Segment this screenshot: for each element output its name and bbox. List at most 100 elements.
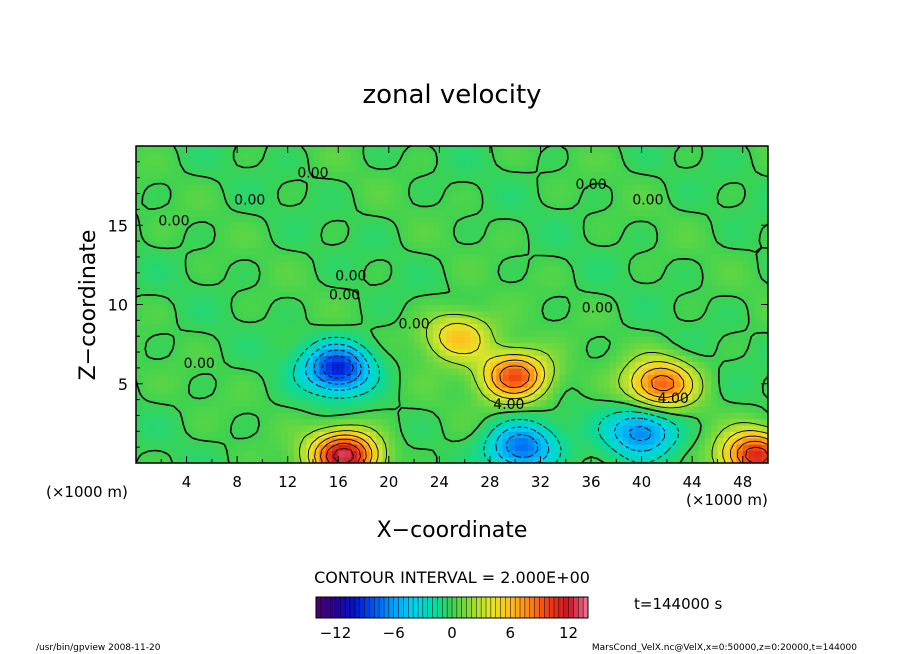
- heatmap-cell: [287, 310, 295, 318]
- heatmap-cell: [521, 304, 529, 312]
- heatmap-cell: [319, 355, 327, 363]
- heatmap-cell: [401, 234, 409, 242]
- heatmap-cell: [692, 171, 700, 179]
- heatmap-cell: [388, 367, 396, 375]
- heatmap-cell: [666, 456, 674, 463]
- heatmap-cell: [685, 158, 693, 166]
- heatmap-cell: [559, 177, 567, 185]
- heatmap-cell: [262, 405, 270, 413]
- heatmap-cell: [660, 203, 668, 210]
- heatmap-cell: [407, 253, 415, 261]
- heatmap-cell: [199, 203, 207, 210]
- heatmap-cell: [275, 209, 282, 217]
- heatmap-cell: [211, 266, 219, 274]
- heatmap-cell: [338, 203, 346, 210]
- heatmap-cell: [730, 361, 737, 369]
- heatmap-cell: [565, 272, 573, 280]
- heatmap-cell: [369, 443, 377, 451]
- heatmap-cell: [445, 152, 453, 160]
- heatmap-cell: [237, 177, 245, 185]
- heatmap-cell: [205, 171, 213, 179]
- heatmap-cell: [369, 310, 377, 318]
- heatmap-cell: [249, 418, 257, 426]
- heatmap-cell: [496, 355, 504, 363]
- heatmap-cell: [420, 437, 428, 445]
- heatmap-cell: [300, 342, 308, 350]
- heatmap-cell: [262, 285, 270, 293]
- heatmap-cell: [559, 437, 567, 445]
- heatmap-cell: [641, 146, 649, 153]
- heatmap-cell: [559, 329, 567, 337]
- heatmap-cell: [369, 190, 377, 198]
- heatmap-cell: [470, 380, 478, 388]
- heatmap-cell: [414, 399, 421, 407]
- heatmap-cell: [704, 336, 712, 344]
- heatmap-cell: [508, 336, 516, 344]
- heatmap-cell: [376, 291, 384, 299]
- heatmap-cell: [660, 424, 668, 432]
- heatmap-cell: [704, 310, 712, 318]
- heatmap-cell: [300, 209, 308, 217]
- heatmap-cell: [211, 374, 219, 382]
- heatmap-cell: [736, 253, 744, 261]
- heatmap-cell: [268, 196, 276, 204]
- heatmap-cell: [376, 418, 384, 426]
- heatmap-cell: [388, 437, 396, 445]
- heatmap-cell: [306, 323, 314, 331]
- heatmap-cell: [167, 437, 175, 445]
- heatmap-cell: [142, 329, 150, 337]
- heatmap-cell: [489, 424, 497, 432]
- heatmap-cell: [294, 386, 301, 394]
- heatmap-cell: [420, 158, 428, 166]
- heatmap-cell: [388, 380, 396, 388]
- heatmap-cell: [382, 323, 390, 331]
- heatmap-cell: [401, 247, 409, 255]
- heatmap-cell: [635, 424, 643, 432]
- heatmap-cell: [578, 285, 586, 293]
- heatmap-cell: [300, 260, 308, 268]
- heatmap-cell: [173, 355, 181, 363]
- heatmap-cell: [749, 412, 756, 420]
- heatmap-cell: [363, 310, 371, 318]
- heatmap-cell: [237, 443, 245, 451]
- heatmap-cell: [647, 234, 655, 242]
- heatmap-cell: [692, 304, 700, 312]
- heatmap-cell: [704, 424, 712, 432]
- heatmap-cell: [287, 253, 295, 261]
- heatmap-cell: [736, 152, 744, 160]
- heatmap-cell: [357, 241, 365, 249]
- heatmap-cell: [622, 304, 630, 312]
- heatmap-cell: [584, 146, 592, 153]
- heatmap-cell: [464, 443, 472, 451]
- heatmap-cell: [357, 165, 365, 172]
- heatmap-cell: [192, 146, 200, 153]
- heatmap-cell: [635, 348, 643, 356]
- heatmap-cell: [199, 152, 207, 160]
- heatmap-cell: [445, 450, 453, 458]
- heatmap-cell: [268, 209, 276, 217]
- heatmap-cell: [136, 177, 143, 185]
- heatmap-cell: [717, 184, 725, 191]
- heatmap-cell: [553, 323, 561, 331]
- heatmap-cell: [363, 405, 371, 413]
- heatmap-cell: [369, 323, 377, 331]
- heatmap-cell: [186, 329, 194, 337]
- heatmap-cell: [591, 304, 598, 312]
- heatmap-cell: [704, 374, 712, 382]
- heatmap-cell: [704, 393, 712, 401]
- heatmap-cell: [224, 393, 232, 401]
- heatmap-cell: [243, 405, 251, 413]
- heatmap-cell: [647, 171, 655, 179]
- heatmap-cell: [464, 405, 472, 413]
- heatmap-cell: [723, 247, 731, 255]
- heatmap-cell: [262, 456, 270, 463]
- heatmap-cell: [136, 437, 143, 445]
- heatmap-cell: [698, 165, 706, 172]
- heatmap-cell: [281, 424, 289, 432]
- heatmap-cell: [401, 152, 409, 160]
- heatmap-cell: [167, 374, 175, 382]
- heatmap-cell: [167, 285, 175, 293]
- heatmap-cell: [489, 171, 497, 179]
- heatmap-cell: [445, 272, 453, 280]
- heatmap-cell: [294, 361, 301, 369]
